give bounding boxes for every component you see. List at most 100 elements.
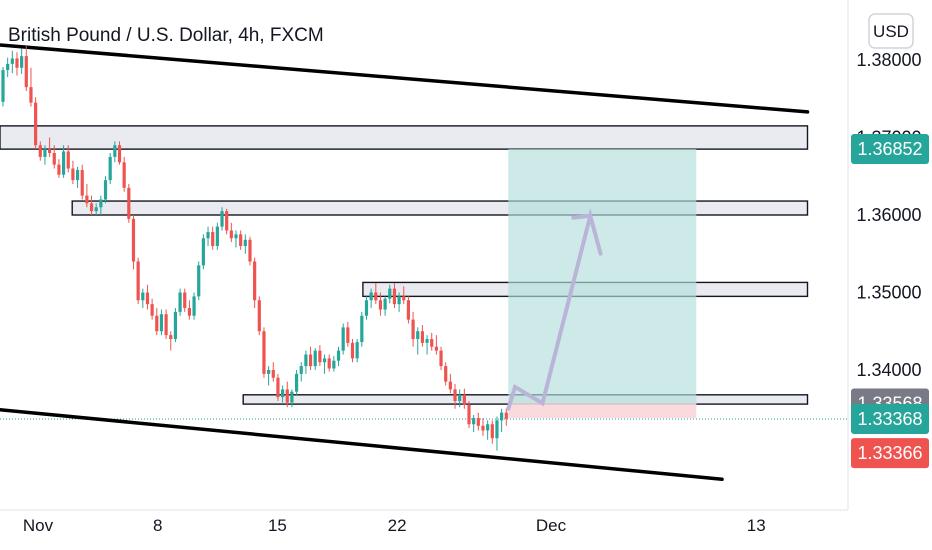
candle-body [178,292,182,312]
candle [173,308,178,343]
candle-body [388,288,392,299]
candle-body [481,425,485,431]
candle-body [439,350,443,367]
candle [257,296,261,336]
candle-body [453,389,457,401]
candle [43,145,47,165]
candle [486,420,490,440]
date-tick-label: 15 [268,516,287,535]
candle-body [201,238,205,266]
candle [75,166,80,188]
candle-body [75,170,80,181]
candle-body [267,370,271,374]
candle [285,381,289,408]
candle-body [416,331,420,339]
candle-body [271,370,275,378]
candle-body [355,342,359,359]
price-tick-label: 1.36000 [856,205,921,225]
date-tick-label: 13 [747,516,766,535]
candle-body [239,234,243,246]
candle [127,184,131,223]
candle [122,156,126,192]
candle-body [406,300,411,320]
candle-body [341,327,345,351]
candle [183,288,187,312]
candle-body [122,162,126,188]
candle [402,286,406,305]
candle [374,283,378,305]
candle-body [24,56,28,88]
candle [1,66,5,107]
candle-body [66,151,70,169]
candle [276,373,280,401]
candle [61,145,66,178]
candle [476,412,480,431]
candle [57,159,61,178]
candle-body [378,300,383,310]
candle [197,261,201,301]
candle [281,385,285,403]
candle [290,389,294,408]
candle-body [197,265,201,297]
candle-body [206,232,210,239]
candle [444,362,448,386]
candle-body [476,418,480,426]
candle-body [397,296,401,305]
candle [29,67,33,107]
candle-body [229,230,233,239]
candle [155,308,159,336]
previous-close-badge: 1.33366 [851,438,929,469]
candle [201,234,205,270]
candle [318,345,322,367]
candle-body [383,298,387,310]
candle [141,288,145,308]
candle [253,257,257,308]
candle [420,325,424,347]
candle [392,283,397,308]
candle-body [108,156,112,181]
candle [336,346,341,367]
candle-body [500,412,504,421]
candle [313,348,317,370]
candle [364,296,369,320]
candle-body [327,358,331,369]
candle [453,383,457,409]
candle-body [448,381,452,390]
candle [458,389,462,408]
candle [85,184,89,208]
candle-body [308,354,313,367]
price-tick-label: 1.38000 [856,50,921,70]
candle-body [402,296,406,301]
candle-body [369,292,373,301]
candle [425,335,429,355]
candle [225,208,229,235]
candle-body [164,314,168,336]
candle [388,284,392,304]
candle [369,288,373,308]
candle [500,408,504,432]
candle-body [38,145,42,157]
candle-body [374,292,378,301]
candle [229,222,233,243]
currency-label: USD [873,22,909,41]
candle-body [215,226,219,246]
candle [71,160,75,184]
candle [215,222,219,250]
candle-body [276,377,280,398]
candle-body [113,145,117,157]
candle [504,408,508,426]
candle-body [183,292,187,308]
candle [346,321,350,347]
candle [150,298,154,320]
candle-body [411,319,415,339]
candle-body [350,342,355,359]
candle-body [392,288,397,305]
candle-body [20,56,24,68]
currency-button[interactable]: USD [868,13,914,49]
candle-body [304,354,308,367]
candle [145,284,150,310]
supply-zone-top [0,125,809,150]
candle-body [94,207,98,212]
